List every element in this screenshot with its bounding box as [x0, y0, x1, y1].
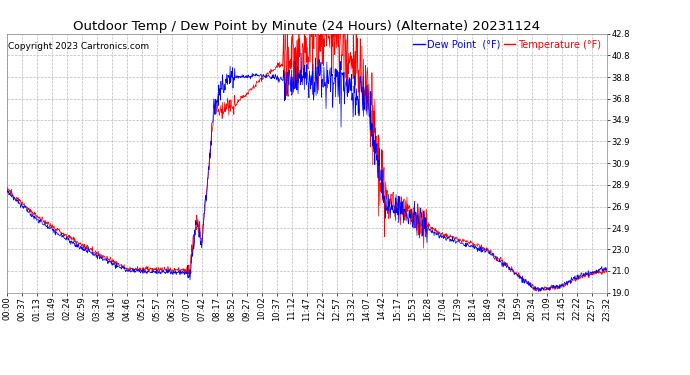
Title: Outdoor Temp / Dew Point by Minute (24 Hours) (Alternate) 20231124: Outdoor Temp / Dew Point by Minute (24 H…: [74, 20, 540, 33]
Legend: Dew Point  (°F), Temperature (°F): Dew Point (°F), Temperature (°F): [412, 39, 602, 51]
Text: Copyright 2023 Cartronics.com: Copyright 2023 Cartronics.com: [8, 42, 149, 51]
